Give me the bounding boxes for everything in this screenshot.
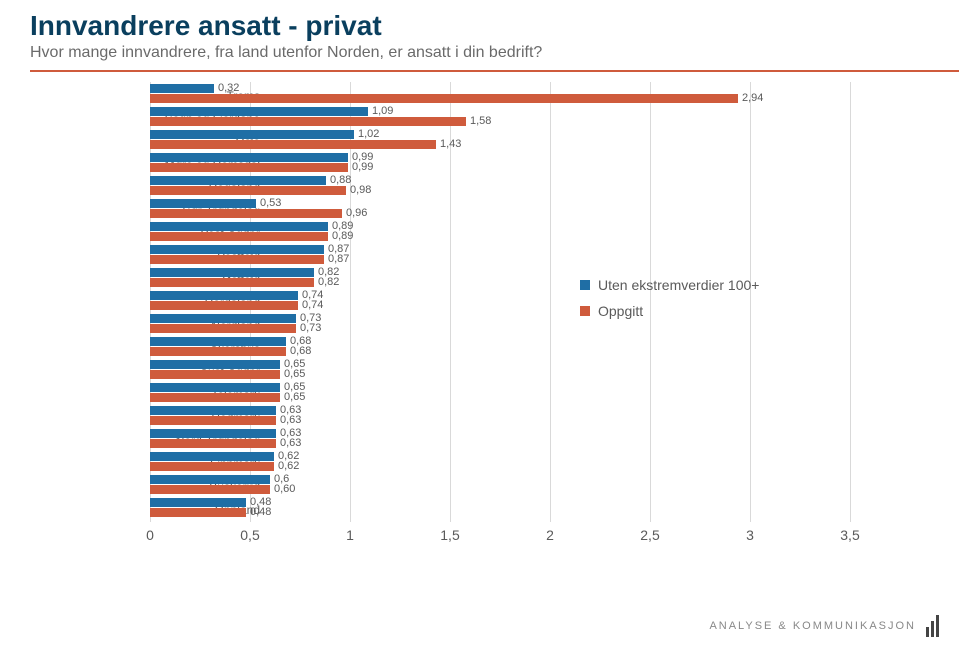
bar-series-2: [150, 186, 346, 195]
gridline: [550, 82, 551, 522]
footer: ANALYSE & KOMMUNIKASJON: [709, 615, 939, 637]
value-label: 0,48: [250, 507, 271, 518]
value-label: 0,88: [330, 175, 351, 186]
bar-series-2: [150, 278, 314, 287]
footer-text: ANALYSE & KOMMUNIKASJON: [709, 620, 916, 632]
value-label: 0,98: [350, 185, 371, 196]
bar-series-1: [150, 199, 256, 208]
bar-series-1: [150, 176, 326, 185]
bar-series-1: [150, 383, 280, 392]
bar-series-1: [150, 406, 276, 415]
bar-series-2: [150, 94, 738, 103]
bar-series-2: [150, 301, 298, 310]
x-tick-label: 0: [146, 527, 154, 543]
bar-series-2: [150, 324, 296, 333]
legend-label-1: Uten ekstremverdier 100+: [598, 277, 759, 293]
x-tick-label: 1: [346, 527, 354, 543]
value-label: 0,32: [218, 83, 239, 94]
value-label: 0,65: [284, 369, 305, 380]
value-label: 1,58: [470, 116, 491, 127]
value-label: 0,62: [278, 461, 299, 472]
x-tick-label: 0,5: [240, 527, 259, 543]
legend: Uten ekstremverdier 100+ Oppgitt: [580, 277, 759, 329]
bar-series-1: [150, 84, 214, 93]
bar-series-2: [150, 485, 270, 494]
bar-series-2: [150, 508, 246, 517]
chart-container: 00,511,522,533,5Troms0,322,94Sogn og Fjo…: [30, 82, 910, 552]
bar-series-2: [150, 232, 328, 241]
value-label: 0,89: [332, 231, 353, 242]
page-subtitle: Hvor mange innvandrere, fra land utenfor…: [0, 44, 959, 70]
gridline: [850, 82, 851, 522]
legend-swatch-2: [580, 306, 590, 316]
x-tick-label: 3,5: [840, 527, 859, 543]
value-label: 0,63: [280, 415, 301, 426]
bar-series-2: [150, 393, 280, 402]
bar-series-1: [150, 222, 328, 231]
value-label: 0,73: [300, 323, 321, 334]
bar-series-2: [150, 163, 348, 172]
value-label: 2,94: [742, 93, 763, 104]
logo-bar: [931, 621, 934, 637]
value-label: 0,74: [302, 300, 323, 311]
bar-series-1: [150, 130, 354, 139]
value-label: 0,63: [280, 438, 301, 449]
bar-series-1: [150, 429, 276, 438]
bar-series-1: [150, 314, 296, 323]
bar-series-1: [150, 268, 314, 277]
value-label: 0,96: [346, 208, 367, 219]
bar-series-2: [150, 140, 436, 149]
value-label: 0,68: [290, 346, 311, 357]
bar-series-2: [150, 209, 342, 218]
legend-label-2: Oppgitt: [598, 303, 643, 319]
bar-series-1: [150, 360, 280, 369]
value-label: 0,82: [318, 277, 339, 288]
x-tick-label: 2,5: [640, 527, 659, 543]
bar-series-1: [150, 107, 368, 116]
value-label: 0,65: [284, 392, 305, 403]
bar-series-2: [150, 416, 276, 425]
title-divider: [30, 70, 959, 72]
legend-item-2: Oppgitt: [580, 303, 759, 319]
bar-series-1: [150, 245, 324, 254]
bar-series-2: [150, 439, 276, 448]
bar-series-1: [150, 153, 348, 162]
bar-series-2: [150, 117, 466, 126]
bar-series-2: [150, 462, 274, 471]
x-tick-label: 1,5: [440, 527, 459, 543]
legend-item-1: Uten ekstremverdier 100+: [580, 277, 759, 293]
value-label: 0,99: [352, 162, 373, 173]
value-label: 1,43: [440, 139, 461, 150]
bar-series-1: [150, 498, 246, 507]
bar-series-1: [150, 475, 270, 484]
footer-logo: [924, 615, 939, 637]
value-label: 0,53: [260, 198, 281, 209]
x-tick-label: 3: [746, 527, 754, 543]
value-label: 1,02: [358, 129, 379, 140]
value-label: 0,87: [328, 254, 349, 265]
legend-swatch-1: [580, 280, 590, 290]
page-title: Innvandrere ansatt - privat: [0, 0, 959, 44]
bar-series-2: [150, 255, 324, 264]
bar-series-2: [150, 347, 286, 356]
x-tick-label: 2: [546, 527, 554, 543]
bar-series-1: [150, 337, 286, 346]
logo-bar: [936, 615, 939, 637]
bar-series-1: [150, 452, 274, 461]
value-label: 1,09: [372, 106, 393, 117]
logo-bar: [926, 627, 929, 637]
bar-series-2: [150, 370, 280, 379]
value-label: 0,60: [274, 484, 295, 495]
bar-series-1: [150, 291, 298, 300]
